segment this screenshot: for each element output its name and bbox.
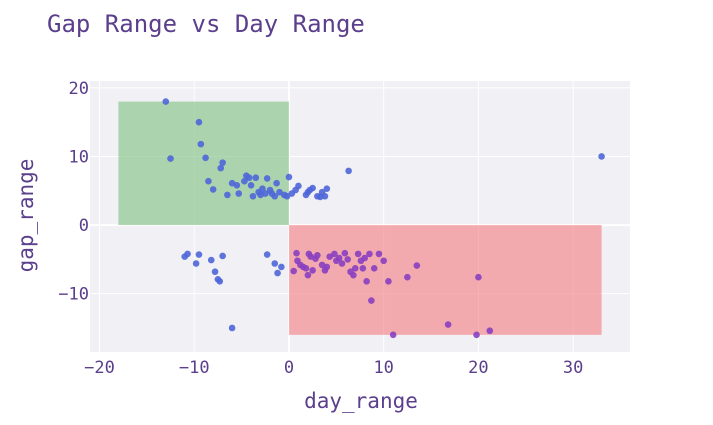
data-point — [184, 250, 191, 258]
data-point — [233, 181, 241, 189]
data-point — [197, 140, 205, 148]
data-point — [263, 175, 271, 182]
data-point — [389, 331, 397, 339]
data-point — [285, 173, 293, 181]
data-point — [192, 260, 200, 267]
data-point — [413, 262, 421, 269]
data-point — [351, 264, 359, 272]
x-tick-label: 0 — [284, 358, 294, 378]
y-tick-label: −10 — [58, 285, 89, 305]
data-point — [404, 273, 411, 281]
data-point — [224, 191, 231, 199]
data-point — [195, 118, 203, 126]
data-point — [321, 192, 329, 200]
data-point — [211, 268, 219, 276]
data-point — [363, 278, 370, 285]
y-tick-label: 0 — [79, 216, 89, 236]
data-point — [263, 251, 271, 258]
data-point — [323, 185, 331, 193]
data-point — [274, 269, 281, 277]
data-point — [271, 192, 279, 200]
shaded-regions — [118, 101, 602, 335]
data-point — [241, 177, 248, 185]
data-point — [249, 192, 257, 200]
data-point — [345, 167, 352, 175]
data-point — [354, 250, 362, 258]
data-point — [341, 249, 349, 257]
red-region — [288, 225, 602, 335]
x-tick-label: 10 — [373, 358, 393, 378]
data-point — [331, 250, 338, 258]
data-point — [380, 257, 387, 265]
data-point — [247, 181, 255, 189]
data-point — [350, 271, 357, 279]
x-tick-label: −10 — [179, 358, 210, 378]
data-point — [370, 264, 378, 272]
data-point — [278, 263, 285, 271]
data-point — [444, 321, 452, 328]
y-axis-title: gap_range — [14, 159, 38, 273]
y-tick-label: 20 — [69, 79, 89, 99]
data-point — [167, 155, 174, 162]
data-point — [205, 177, 212, 185]
data-point — [366, 250, 373, 258]
data-point — [304, 271, 312, 279]
data-point — [202, 154, 209, 162]
data-point — [217, 164, 225, 172]
data-point — [162, 98, 170, 105]
data-point — [207, 256, 215, 264]
data-point — [235, 190, 243, 197]
data-point — [295, 182, 302, 190]
data-point — [475, 273, 482, 281]
data-point — [473, 331, 480, 339]
data-point — [271, 260, 279, 267]
data-point — [252, 174, 260, 182]
data-point — [259, 185, 266, 193]
data-point — [335, 254, 343, 262]
x-tick-label: −20 — [84, 358, 115, 378]
data-point — [209, 186, 217, 193]
data-point — [314, 251, 321, 259]
data-point — [245, 174, 253, 182]
data-point — [293, 249, 300, 257]
data-point — [359, 264, 367, 272]
tick-labels: −20 −10 0 10 20 30 −10 0 10 20 — [58, 79, 583, 378]
x-tick-label: 30 — [563, 358, 583, 378]
data-point — [219, 159, 226, 166]
data-point — [338, 260, 346, 267]
data-point — [486, 327, 494, 335]
chart-title: Gap Range vs Day Range — [47, 10, 365, 38]
data-point — [309, 184, 316, 192]
data-point — [323, 263, 331, 271]
data-point — [195, 251, 203, 258]
x-axis-title: day_range — [304, 389, 418, 413]
data-point — [361, 254, 369, 262]
x-tick-label: 20 — [468, 358, 488, 378]
data-point — [261, 190, 269, 197]
data-point — [228, 324, 236, 332]
data-point — [302, 264, 310, 272]
data-point — [216, 278, 224, 285]
green-region — [118, 101, 289, 226]
data-points — [162, 98, 605, 339]
data-point — [219, 252, 226, 260]
data-point — [290, 267, 297, 275]
data-point — [368, 297, 375, 304]
data-point — [344, 256, 351, 263]
data-point — [309, 267, 316, 274]
data-point — [273, 179, 280, 187]
y-tick-label: 10 — [69, 147, 89, 167]
data-point — [598, 153, 605, 160]
data-point — [385, 278, 392, 285]
data-point — [375, 250, 383, 258]
